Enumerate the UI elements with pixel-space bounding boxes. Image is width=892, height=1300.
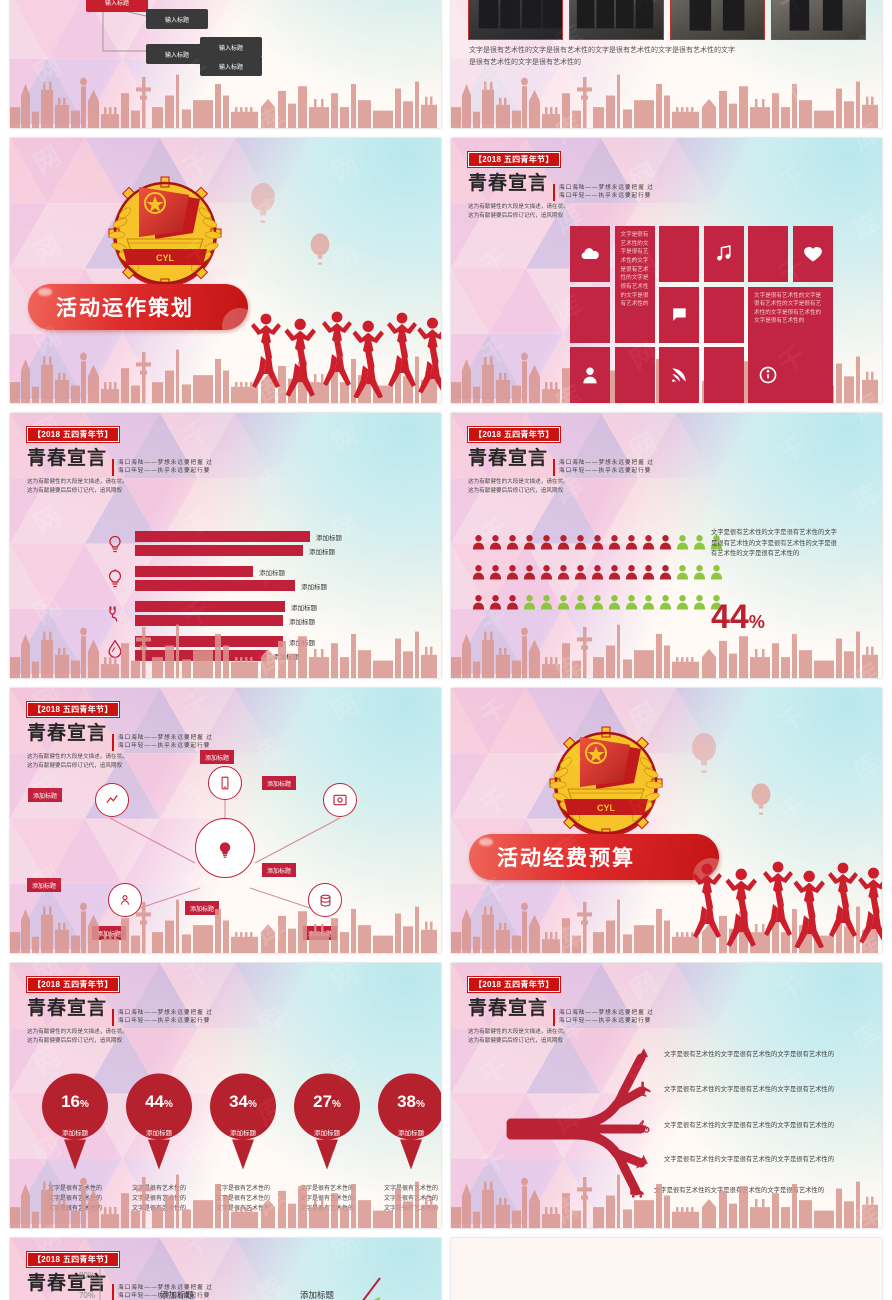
svg-text:80%: 80% — [79, 1271, 95, 1280]
svg-text:添加标题: 添加标题 — [300, 1290, 335, 1300]
svg-text:添加标题: 添加标题 — [160, 1290, 195, 1300]
svg-text:70%: 70% — [79, 1291, 95, 1300]
